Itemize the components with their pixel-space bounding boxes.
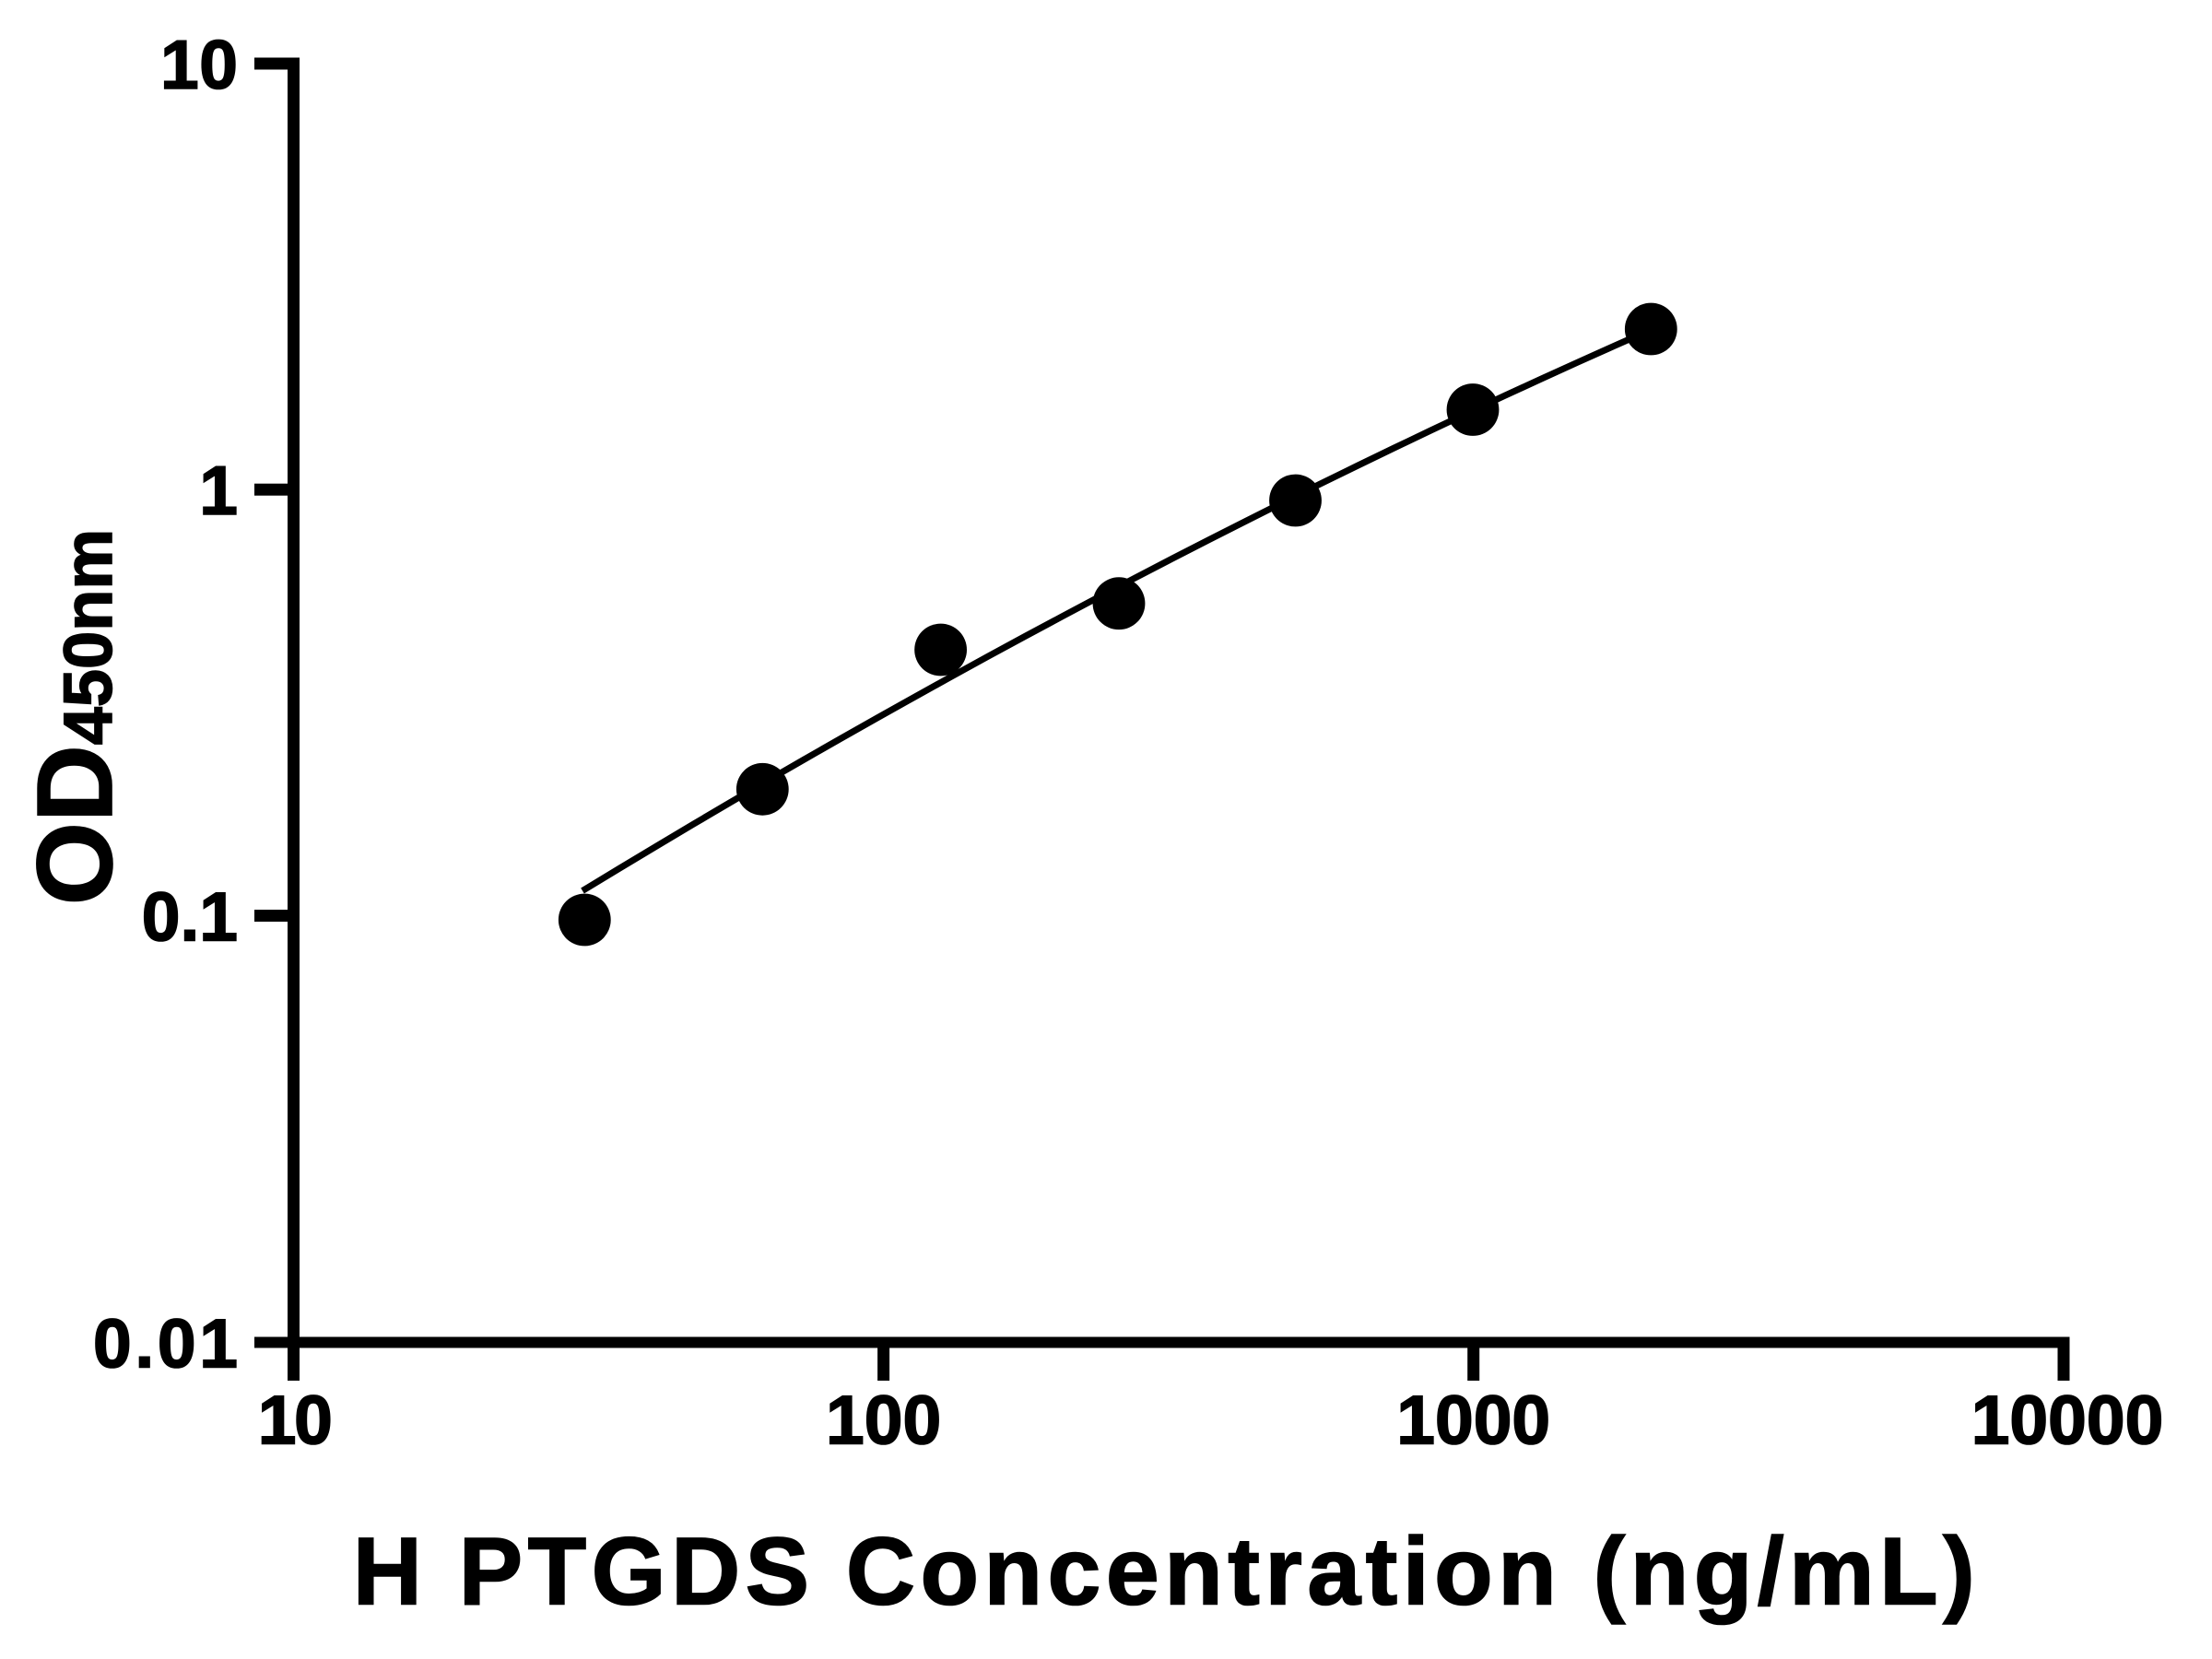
svg-text:0.1: 0.1 <box>142 878 238 956</box>
svg-text:1: 1 <box>199 452 238 529</box>
svg-text:H PTGDS Concentration (ng/mL): H PTGDS Concentration (ng/mL) <box>353 1519 1975 1626</box>
svg-text:10: 10 <box>160 26 238 103</box>
svg-text:10: 10 <box>258 1382 333 1459</box>
svg-text:1000: 1000 <box>1396 1382 1550 1459</box>
svg-text:100: 100 <box>826 1382 941 1459</box>
svg-text:OD450nm: OD450nm <box>15 529 135 905</box>
svg-text:0.01: 0.01 <box>93 1305 238 1382</box>
svg-text:10000: 10000 <box>1971 1382 2164 1459</box>
